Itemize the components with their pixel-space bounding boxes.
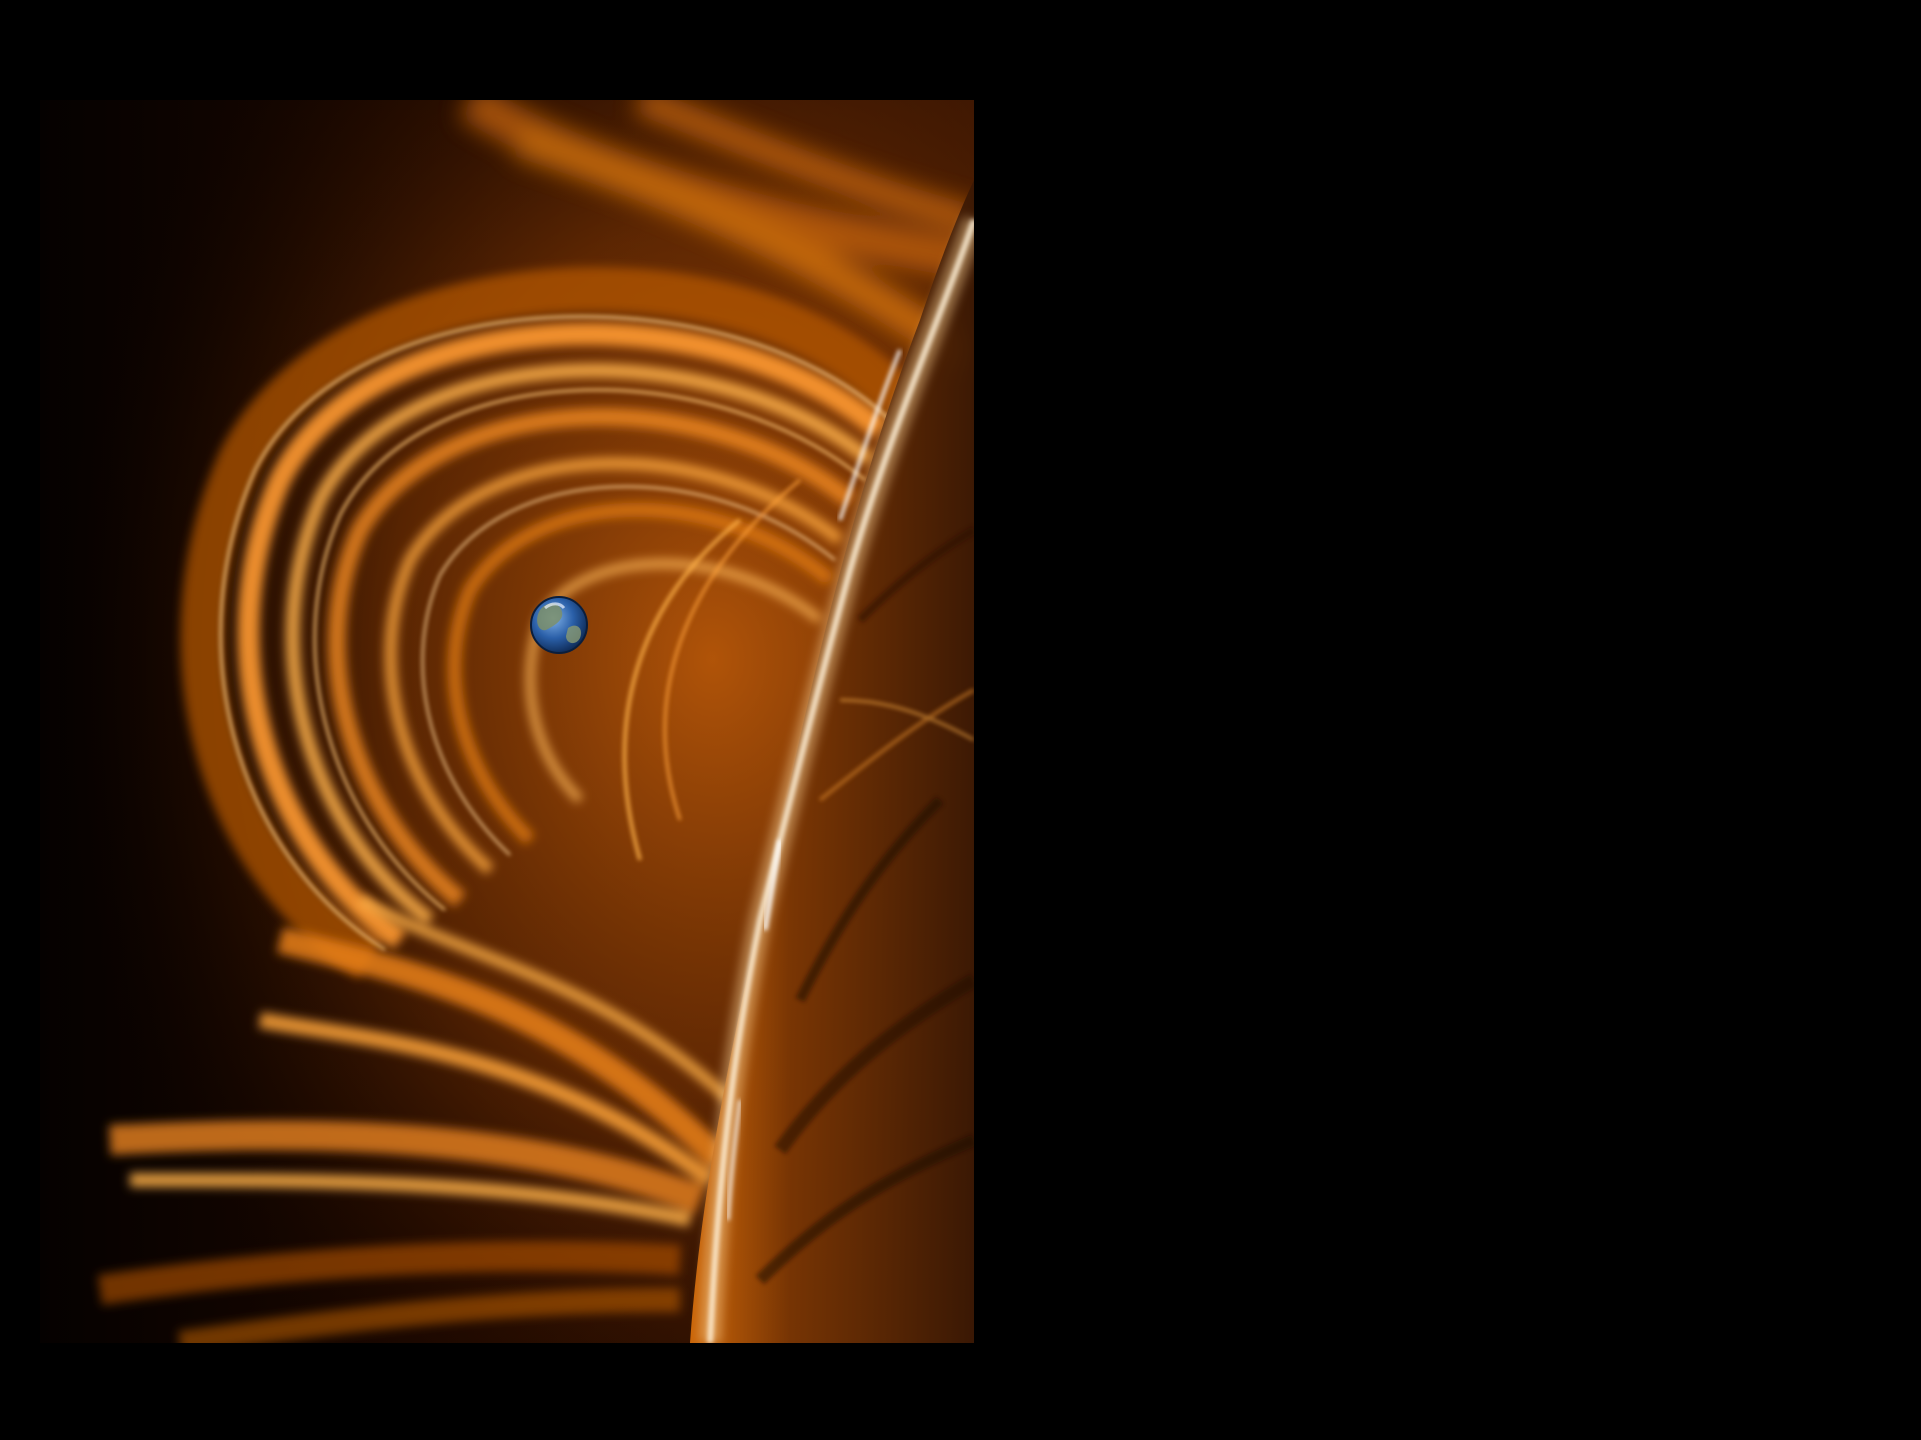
solar-surface — [690, 180, 974, 1343]
lower-fan-loops — [97, 894, 735, 1343]
solar-coronal-loops-image — [40, 100, 974, 1343]
surface-texture — [755, 526, 974, 1285]
earth-icon — [530, 596, 588, 654]
bright-limb — [699, 216, 974, 1343]
fine-loop-strands — [219, 315, 892, 952]
upper-loops — [458, 100, 974, 374]
main-loop-arcade — [180, 267, 917, 979]
